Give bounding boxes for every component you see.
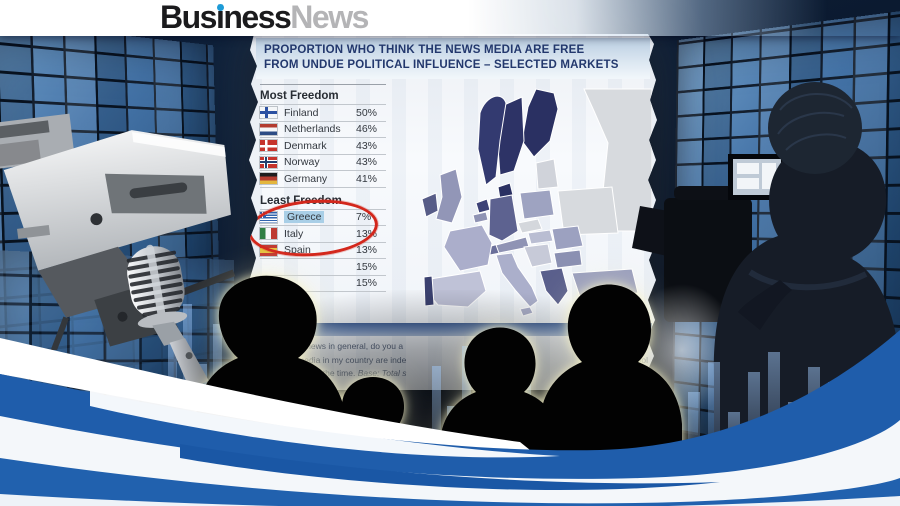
row-denmark: Denmark 43% [260,138,386,155]
germany-flag-icon [260,173,277,185]
masthead-band: BusinessNews [0,0,900,36]
least-freedom-heading: Least Freedom [260,194,342,207]
value-label: 7% [356,211,372,224]
denmark-flag-icon [260,140,277,152]
value-label: 50% [356,106,378,119]
spain-flag-icon [260,244,277,256]
greece-flag-icon [260,211,277,223]
value-label: 13% [356,227,378,240]
row-finland: Finland 50% [260,104,386,122]
country-label: Italy [284,227,304,240]
country-label: Netherlands [284,123,341,136]
value-label: 15% [356,260,378,273]
most-freedom-heading: Most Freedom [260,84,386,102]
row-greece: Greece 7% [260,208,386,226]
title-line-1: PROPORTION WHO THINK THE NEWS MEDIA ARE … [264,44,585,56]
row-netherlands: Netherlands 46% [260,122,386,138]
value-label: 43% [356,156,378,169]
logo-text-suffix: News [290,0,369,35]
country-label: Germany [284,172,328,185]
business-news-logo: BusinessNews [160,0,369,37]
country-label: Spain [284,244,311,257]
row-spain: Spain 13% [260,243,386,259]
value-label: 46% [356,123,378,136]
netherlands-flag-icon [260,123,277,135]
value-label: 15% [356,277,378,290]
country-label: Denmark [284,139,327,152]
least-freedom-rows: Greece 7% Italy 13% Spain 13% [260,208,386,292]
map-countries-group [421,88,652,317]
wave-group [0,330,900,506]
country-label-highlighted: Greece [284,211,325,224]
row-norway: Norway 43% [260,155,386,171]
title-line-2: FROM UNDUE POLITICAL INFLUENCE – SELECTE… [264,59,619,72]
finland-flag-icon [260,107,277,119]
row-germany: Germany 41% [260,171,386,188]
infographic-title: PROPORTION WHO THINK THE NEWS MEDIA ARE … [256,38,650,80]
norway-flag-icon [260,156,277,168]
italy-flag-icon [260,228,277,240]
country-label: Norway [284,156,320,169]
value-label: 41% [356,172,378,185]
value-label: 43% [356,139,378,152]
europe-choropleth-map [421,88,652,317]
value-label: 13% [356,244,378,257]
logo-letter-i: i [215,0,225,35]
freedom-list: Most Freedom Finland 50% Netherlands 46% [260,84,386,292]
logo-text-pre: Bus [160,0,217,35]
row-italy: Italy 13% [260,226,386,243]
wave-stripes [0,330,900,506]
row-obscured-1: 15% [260,259,386,276]
logo-text-post: ness [223,0,291,35]
country-label: Finland [284,106,319,119]
most-freedom-rows: Finland 50% Netherlands 46% Denmark 43% [260,104,386,188]
